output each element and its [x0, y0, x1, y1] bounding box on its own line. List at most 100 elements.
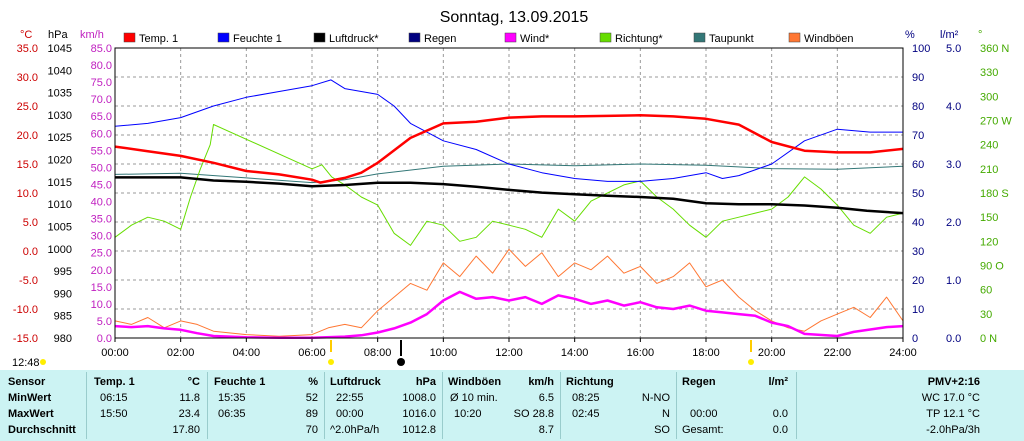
min-feuchte-time: 15:35: [218, 392, 246, 404]
legend-label-feuchte: Feuchte 1: [233, 33, 282, 45]
hdr-windboeen-unit: km/h: [528, 376, 554, 388]
tick-x: 14:00: [561, 347, 589, 359]
pressure-trend: -2.0hPa/3h: [926, 424, 980, 436]
legend-label-taupunkt: Taupunkt: [709, 33, 754, 45]
col-separator: [207, 372, 208, 439]
hdr-feuchte-unit: %: [308, 376, 318, 388]
tick-dir: 210: [980, 164, 998, 176]
unit-temp: °C: [20, 29, 32, 41]
tick-rain: 0.0: [946, 333, 961, 345]
tick-kmh: 15.0: [91, 282, 112, 294]
tick-dir: 300: [980, 91, 998, 103]
tick-kmh: 70.0: [91, 94, 112, 106]
tick-kmh: 35.0: [91, 214, 112, 226]
hdr-feuchte: Feuchte 1: [214, 376, 266, 388]
tick-pct: 70: [912, 130, 924, 142]
max-wind-value: SO 28.8: [513, 408, 554, 420]
max-richtung-value: N: [662, 408, 670, 420]
tick-temp: 25.0: [17, 101, 38, 113]
max-feuchte-time: 06:35: [218, 408, 246, 420]
legend-swatch: [408, 32, 421, 43]
legend-label-wind: Wind*: [520, 33, 550, 45]
legend-label-richtung: Richtung*: [615, 33, 663, 45]
tick-hpa: 1040: [48, 65, 72, 77]
tick-kmh: 20.0: [91, 265, 112, 277]
hdr-windboeen: Windböen: [448, 376, 502, 388]
legend-label-luftdruck: Luftdruck*: [329, 33, 379, 45]
grid: [115, 48, 903, 338]
current-time-marker: [40, 359, 46, 365]
max-luftdruck-value: 1016.0: [402, 408, 436, 420]
series-temp: [114, 114, 904, 184]
tick-temp: 30.0: [17, 72, 38, 84]
tick-x: 22:00: [824, 347, 852, 359]
min-feuchte-value: 52: [305, 392, 318, 404]
legend-label-windboeen: Windböen: [804, 33, 854, 45]
tick-x: 04:00: [233, 347, 261, 359]
series-wind: [114, 290, 904, 339]
max-regen-value: 0.0: [772, 408, 788, 420]
min-temp-time: 06:15: [100, 392, 128, 404]
tick-dir: 30: [980, 309, 992, 321]
hdr-luftdruck-unit: hPa: [415, 376, 436, 388]
unit-pct: %: [905, 29, 915, 41]
unit-dir: °: [978, 29, 982, 41]
series-richtung: [114, 124, 904, 246]
tick-hpa: 985: [54, 311, 72, 323]
tick-kmh: 85.0: [91, 43, 112, 55]
max-richtung-time: 02:45: [572, 408, 600, 420]
tick-hpa: 1005: [48, 221, 72, 233]
tick-pct: 40: [912, 217, 924, 229]
tick-rain: 4.0: [946, 101, 961, 113]
row-min-label: MinWert: [8, 392, 52, 404]
windchill: WC 17.0 °C: [921, 392, 980, 404]
tick-temp: -10.0: [13, 304, 38, 316]
max-feuchte-value: 89: [305, 408, 318, 420]
hdr-regen: Regen: [682, 376, 716, 388]
tick-pct: 80: [912, 101, 924, 113]
max-temp-value: 23.4: [178, 408, 200, 420]
col-separator: [86, 372, 87, 439]
avg-wind-value: 8.7: [538, 424, 554, 436]
tick-hpa: 990: [54, 288, 72, 300]
tick-temp: 10.0: [17, 188, 38, 200]
chart-title: Sonntag, 13.09.2015: [440, 9, 589, 26]
tick-rain: 5.0: [946, 43, 961, 55]
min-temp-value: 11.8: [179, 392, 200, 404]
row-avg-label: Durchschnitt: [8, 424, 76, 436]
tick-pct: 10: [912, 304, 924, 316]
tick-pct: 50: [912, 188, 924, 200]
tick-x: 20:00: [758, 347, 786, 359]
avg-luftdruck-value: 1012.8: [402, 424, 436, 436]
tick-rain: 1.0: [946, 275, 961, 287]
min-richtung-time: 08:25: [572, 392, 600, 404]
tick-temp: -15.0: [13, 333, 38, 345]
tick-temp: 0.0: [23, 246, 38, 258]
tick-temp: 20.0: [17, 130, 38, 142]
axis-ticks: 35.0 30.0 25.0 20.0 15.0 10.0 5.0 0.0 -5.0 -10.0 -…: [13, 43, 1012, 359]
tick-x: 00:00: [101, 347, 129, 359]
axis-units: °C hPa km/h% l/m² °: [20, 29, 982, 41]
hdr-sensor: Sensor: [8, 376, 46, 388]
row-max-label: MaxWert: [8, 408, 54, 420]
tick-dir: 360 N: [980, 43, 1009, 55]
sunset-marker: [748, 359, 754, 365]
tick-x: 24:00: [889, 347, 917, 359]
hdr-temp: Temp. 1: [94, 376, 135, 388]
tick-kmh: 55.0: [91, 145, 112, 157]
col-separator: [796, 372, 797, 439]
hdr-luftdruck: Luftdruck: [330, 376, 381, 388]
tick-x: 06:00: [298, 347, 326, 359]
sunrise-marker: [328, 359, 334, 365]
min-richtung-value: N-NO: [641, 392, 670, 404]
tick-kmh: 75.0: [91, 77, 112, 89]
tick-hpa: 1010: [48, 199, 72, 211]
max-temp-time: 15:50: [100, 408, 128, 420]
legend-swatch: [788, 32, 801, 43]
series-luftdruck: [115, 176, 904, 215]
max-luftdruck-time: 00:00: [336, 408, 364, 420]
tick-hpa: 1025: [48, 132, 72, 144]
moon-marker: [397, 358, 405, 366]
time-markers: [40, 340, 754, 366]
tick-rain: 3.0: [946, 159, 961, 171]
